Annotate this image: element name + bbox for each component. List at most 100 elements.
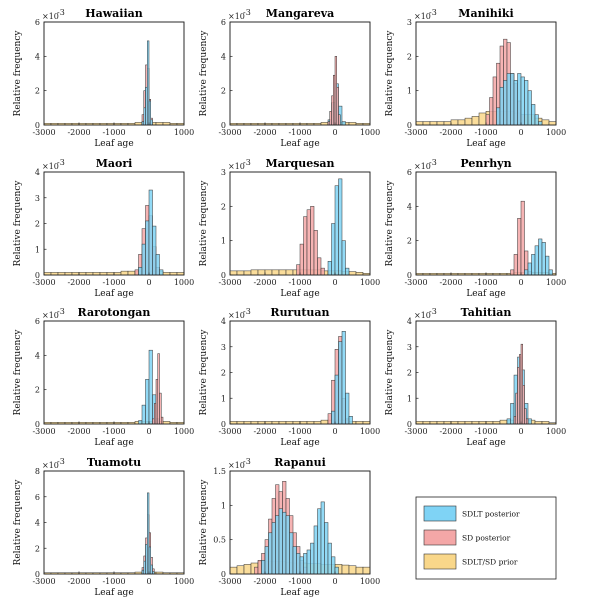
x-tick-label: -2000 bbox=[439, 427, 462, 436]
panel-penrhyn: -3000 -2000 -1000 0 1000 0 2 4 6×10-3 Penrhyn Leaf… bbox=[385, 157, 566, 299]
axis-exponent-base: ×10 bbox=[414, 311, 431, 320]
bar bbox=[510, 73, 515, 126]
plot-area bbox=[415, 320, 557, 425]
bar bbox=[278, 508, 283, 575]
bar bbox=[299, 243, 304, 276]
x-tick-label: -1000 bbox=[288, 278, 311, 287]
y-tick-label: 4 bbox=[221, 52, 226, 61]
x-tick-label: 1000 bbox=[546, 427, 566, 436]
bar bbox=[327, 413, 332, 425]
legend-item: SDLT posterior bbox=[423, 505, 520, 522]
legend-swatch bbox=[423, 529, 457, 546]
x-tick-label: -3000 bbox=[404, 128, 427, 137]
series-prior bbox=[43, 122, 185, 126]
bar bbox=[296, 553, 301, 575]
bar bbox=[292, 546, 297, 575]
bar bbox=[299, 556, 304, 575]
bar bbox=[327, 542, 332, 575]
bar bbox=[148, 189, 153, 276]
bar bbox=[320, 267, 325, 276]
y-axis-label: Relative frequency bbox=[199, 180, 209, 267]
bar bbox=[510, 403, 515, 425]
x-tick-label: 1000 bbox=[360, 128, 380, 137]
panel-title: Tuamotu bbox=[87, 456, 141, 469]
y-tick-label: 6 bbox=[35, 18, 40, 27]
bar bbox=[331, 410, 336, 425]
y-tick-label: 2 bbox=[407, 52, 412, 61]
axis-exponent-base: ×10 bbox=[414, 162, 431, 171]
x-tick-label: 1000 bbox=[360, 278, 380, 287]
y-tick-label: 1 bbox=[407, 394, 412, 403]
bar bbox=[306, 209, 311, 276]
bar bbox=[141, 121, 144, 126]
bar bbox=[548, 269, 553, 276]
y-tick-label: 3 bbox=[221, 168, 226, 177]
bar bbox=[317, 257, 322, 276]
bar bbox=[499, 419, 508, 425]
bar bbox=[148, 546, 151, 575]
x-tick-label: -3000 bbox=[32, 427, 55, 436]
bar bbox=[147, 40, 150, 126]
y-tick-label: 2 bbox=[221, 87, 226, 96]
bar bbox=[489, 97, 494, 126]
bar bbox=[155, 254, 160, 276]
bar bbox=[296, 264, 301, 276]
y-tick-label: 0 bbox=[221, 420, 226, 429]
legend-label: SDLT posterior bbox=[462, 510, 520, 519]
bar bbox=[150, 119, 153, 126]
x-tick-label: -3000 bbox=[218, 577, 241, 586]
axis-exponent-power: -3 bbox=[57, 307, 65, 316]
y-tick-label: 3 bbox=[407, 343, 412, 352]
bar bbox=[506, 73, 511, 126]
series-sdlt bbox=[496, 73, 543, 126]
legend-label: SD posterior bbox=[462, 534, 511, 543]
y-tick-label: 6 bbox=[407, 168, 412, 177]
bar bbox=[333, 74, 336, 126]
bar bbox=[275, 515, 280, 575]
bar bbox=[527, 418, 532, 425]
bar bbox=[134, 269, 139, 276]
bar bbox=[138, 420, 143, 425]
y-tick-label: 4 bbox=[221, 317, 226, 326]
bar bbox=[531, 254, 536, 276]
axis-exponent-power: -3 bbox=[429, 158, 437, 167]
y-tick-label: 2 bbox=[35, 544, 40, 553]
bar bbox=[143, 560, 146, 575]
y-tick-label: 1 bbox=[221, 237, 226, 246]
x-tick-label: -1000 bbox=[102, 128, 125, 137]
panel-title: Hawaiian bbox=[85, 7, 143, 20]
y-tick-label: 0 bbox=[35, 121, 40, 130]
bar bbox=[513, 80, 518, 126]
bar bbox=[243, 270, 252, 276]
y-axis-label: Relative frequency bbox=[385, 329, 395, 416]
y-tick-label: 4 bbox=[35, 168, 40, 177]
bar bbox=[229, 270, 238, 276]
series-prior bbox=[229, 122, 371, 126]
bar bbox=[520, 343, 523, 425]
y-tick-label: 1 bbox=[221, 501, 226, 510]
bar bbox=[334, 374, 339, 425]
bar bbox=[161, 416, 164, 425]
y-axis-label: Relative frequency bbox=[385, 30, 395, 117]
y-tick-label: 0 bbox=[407, 271, 412, 280]
y-tick-label: 0 bbox=[221, 570, 226, 579]
bar bbox=[334, 56, 337, 126]
x-tick-label: 1000 bbox=[174, 128, 194, 137]
x-axis-label: Leaf age bbox=[280, 438, 319, 448]
bar bbox=[155, 379, 158, 425]
x-axis-label: Leaf age bbox=[466, 139, 505, 149]
bar bbox=[143, 107, 146, 126]
bar bbox=[520, 200, 525, 276]
bar bbox=[157, 353, 160, 425]
y-axis-label: Relative frequency bbox=[199, 30, 209, 117]
bar bbox=[254, 566, 259, 575]
axis-exponent-power: -3 bbox=[429, 8, 437, 17]
bar bbox=[464, 117, 473, 126]
bar bbox=[545, 255, 550, 276]
y-tick-label: 4 bbox=[407, 202, 412, 211]
bar bbox=[310, 542, 315, 575]
bar bbox=[324, 522, 329, 575]
bar bbox=[341, 331, 346, 425]
x-tick-label: -3000 bbox=[404, 278, 427, 287]
bar bbox=[148, 100, 151, 126]
